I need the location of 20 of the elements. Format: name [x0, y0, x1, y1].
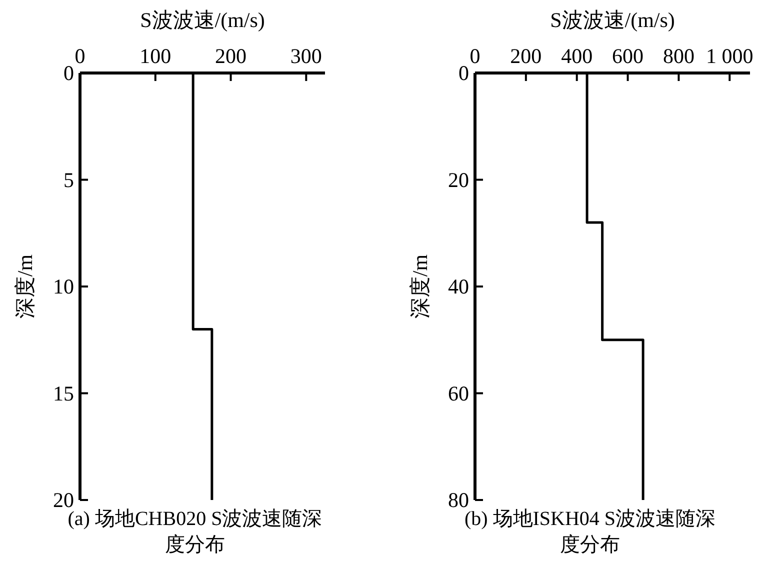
x-tick-label: 800: [662, 44, 694, 68]
x-axis-title: S波波速/(m/s): [550, 8, 675, 32]
y-tick-label: 15: [53, 381, 74, 406]
y-tick-label: 10: [53, 274, 74, 298]
x-tick-label: 600: [612, 44, 644, 68]
y-tick-label: 40: [448, 274, 469, 298]
x-tick-label: 100: [140, 44, 172, 68]
x-tick-label: 200: [510, 44, 542, 68]
y-axis-title: 深度/m: [13, 254, 37, 319]
x-tick-label: 1 000: [706, 44, 754, 68]
y-tick-label: 20: [448, 168, 469, 192]
y-tick-label: 5: [64, 168, 74, 192]
y-tick-label: 0: [64, 61, 74, 85]
y-axis-title: 深度/m: [408, 254, 432, 319]
x-tick-label: 400: [561, 44, 593, 68]
y-tick-label: 0: [458, 61, 469, 85]
y-tick-label: 60: [448, 381, 469, 406]
x-tick-label: 200: [215, 44, 247, 68]
x-tick-label: 300: [290, 44, 322, 68]
x-axis-title: S波波速/(m/s): [140, 8, 265, 32]
